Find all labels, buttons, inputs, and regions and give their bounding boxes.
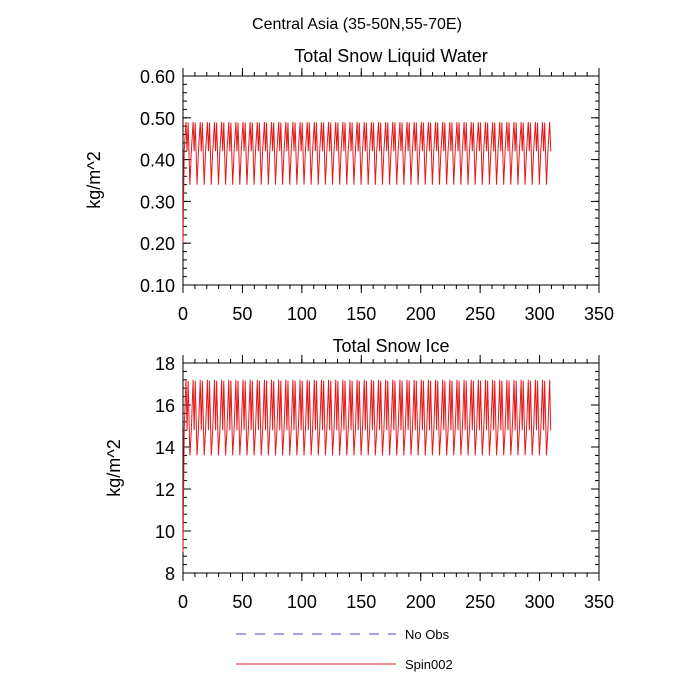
x-tick-label: 350 (584, 592, 614, 612)
y-tick-label: 0.20 (140, 234, 175, 254)
page-title: Central Asia (35-50N,55-70E) (252, 16, 462, 33)
x-tick-label: 50 (232, 592, 252, 612)
x-tick-label: 200 (406, 304, 436, 324)
y-tick-label: 0.40 (140, 151, 175, 171)
y-tick-label: 8 (165, 564, 175, 584)
x-tick-label: 50 (232, 304, 252, 324)
x-tick-label: 200 (406, 592, 436, 612)
x-tick-label: 150 (346, 592, 376, 612)
y-tick-label: 18 (155, 354, 175, 374)
plot-frame (182, 362, 600, 574)
x-tick-label: 150 (346, 304, 376, 324)
chart-panel-liquid-water: Total Snow Liquid Water kg/m^2 0.100.200… (84, 46, 614, 324)
y-axis-label: kg/m^2 (104, 439, 124, 496)
y-tick-label: 10 (155, 522, 175, 542)
y-tick-label: 0.30 (140, 192, 175, 212)
y-axis-label: kg/m^2 (84, 151, 104, 208)
legend: No Obs Spin002 (236, 627, 453, 672)
x-tick-label: 350 (584, 304, 614, 324)
y-ticks: 0.10 0.20 0.30 0.40 0.50 0.60 (140, 67, 599, 296)
series-line-spin002 (182, 121, 552, 244)
x-tick-label: 100 (287, 304, 317, 324)
y-tick-label: 12 (155, 480, 175, 500)
x-tick-label: 0 (178, 592, 188, 612)
chart-title: Total Snow Liquid Water (294, 46, 487, 66)
x-tick-label: 300 (525, 304, 555, 324)
y-tick-label: 0.10 (140, 276, 175, 296)
x-ticks: 0 50 100 150 200 250 300 350 (178, 355, 614, 612)
y-tick-label: 0.60 (140, 67, 175, 87)
plot-frame (182, 75, 600, 286)
series-group (182, 121, 552, 244)
y-ticks: 8 10 12 14 16 18 (155, 354, 599, 584)
y-tick-label: 16 (155, 396, 175, 416)
chart-title: Total Snow Ice (332, 336, 449, 356)
x-tick-label: 0 (178, 304, 188, 324)
x-tick-label: 250 (465, 304, 495, 324)
series-line-spin002 (182, 379, 552, 553)
series-group (182, 379, 552, 553)
legend-label-spin: Spin002 (405, 657, 453, 672)
legend-label-obs: No Obs (405, 627, 450, 642)
chart-panel-snow-ice: Total Snow Ice kg/m^2 8 10 12 14 16 18 0 50 100… (104, 336, 614, 612)
y-tick-label: 14 (155, 438, 175, 458)
x-tick-label: 300 (525, 592, 555, 612)
x-tick-label: 250 (465, 592, 495, 612)
x-ticks: 0 50 100 150 200 250 300 350 (178, 68, 614, 324)
y-tick-label: 0.50 (140, 109, 175, 129)
x-tick-label: 100 (287, 592, 317, 612)
